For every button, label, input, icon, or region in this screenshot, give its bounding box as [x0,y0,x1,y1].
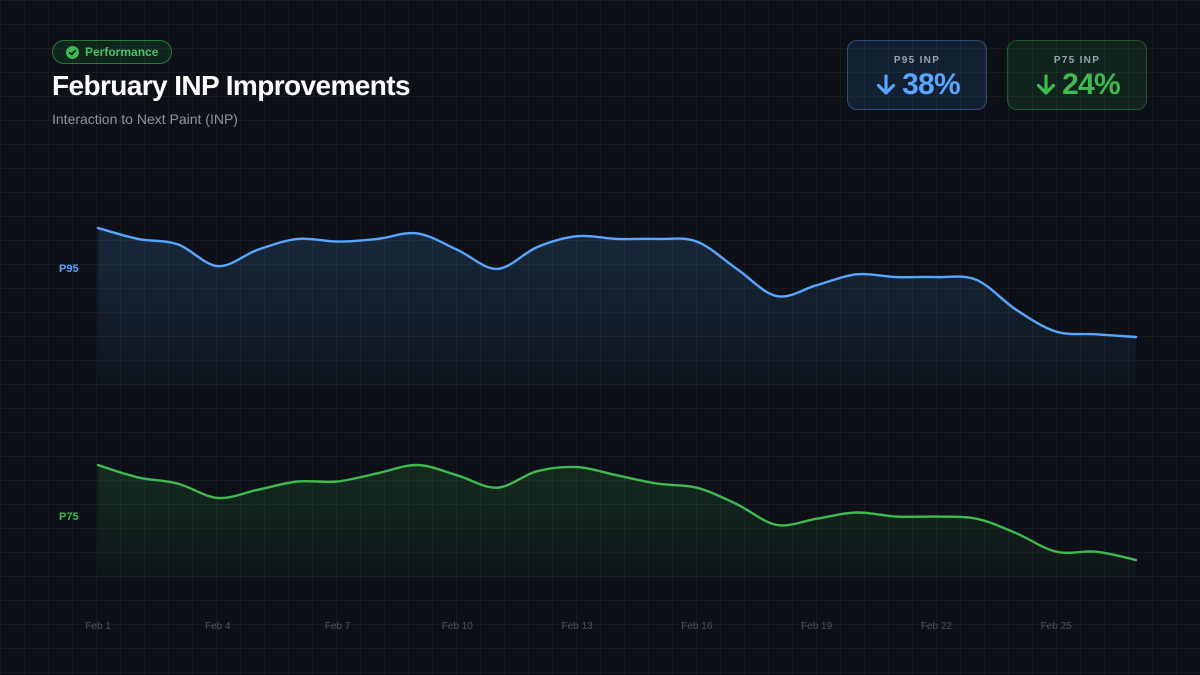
category-badge: Performance [52,40,173,64]
x-tick-label: Feb 22 [921,621,953,632]
stat-label: P95 INP [893,55,941,66]
x-tick-label: Feb 10 [442,621,474,632]
x-tick-label: Feb 25 [1041,621,1073,632]
x-tick-label: Feb 1 [85,621,111,632]
stat-label: P75 INP [1053,55,1101,66]
stat-value-row: 38% [848,68,986,102]
badge-label: Performance [85,45,159,59]
stat-value-row: 24% [1008,68,1146,102]
stat-value: 38% [902,68,960,101]
series-line-p75 [96,463,1138,562]
stat-value: 24% [1062,68,1120,101]
page-subtitle: Interaction to Next Paint (INP) [52,111,238,127]
stat-card-p75: P75 INP 24% [1007,40,1147,110]
series-area-p75 [98,464,1136,578]
arrow-down-icon [1037,74,1056,95]
series-line-p95 [96,226,1138,339]
page-title: February INP Improvements [52,70,411,101]
arrow-down-icon [877,74,896,95]
x-tick-label: Feb 4 [205,621,231,632]
x-tick-label: Feb 7 [325,621,351,632]
stat-card-p95: P95 INP 38% [847,40,987,110]
series-label-p75: P75 [59,511,79,523]
series-label-p95: P95 [59,263,79,275]
x-tick-label: Feb 16 [681,621,713,632]
x-tick-label: Feb 19 [801,621,833,632]
check-circle-icon [66,45,79,59]
series-area-p95 [98,228,1136,388]
x-tick-label: Feb 13 [562,621,594,632]
